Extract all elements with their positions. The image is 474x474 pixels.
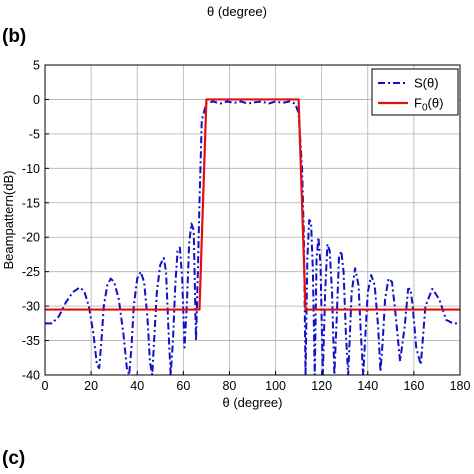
tick-layer: 0 20 40 60 80 100 120 140 160 180 5 0 -5 -10 -15 -20 -25…: [22, 59, 471, 394]
x-tick-label: 140: [357, 379, 378, 393]
y-axis-label: Beampattern(dB): [1, 171, 16, 270]
x-tick-label: 60: [176, 379, 190, 393]
y-tick-label: 5: [33, 59, 40, 73]
x-tick-label: 120: [311, 379, 332, 393]
y-tick-label: -35: [22, 334, 40, 348]
y-tick-label: -5: [29, 127, 40, 141]
x-axis-label: θ (degree): [223, 395, 283, 410]
y-tick-label: -25: [22, 265, 40, 279]
legend: S(θ) F0(θ): [371, 68, 459, 116]
y-tick-label: 0: [33, 93, 40, 107]
x-tick-label: 20: [84, 379, 98, 393]
legend-box: [371, 68, 459, 116]
x-tick-label: 80: [222, 379, 236, 393]
panel-label-b: (b): [2, 26, 27, 47]
y-tick-label: -15: [22, 196, 40, 210]
panel-label-c: (c): [2, 448, 26, 469]
top-caption: θ (degree): [207, 4, 267, 19]
series-line-s: [45, 100, 460, 375]
y-tick-label: -30: [22, 300, 40, 314]
y-tick-label: -20: [22, 231, 40, 245]
legend-label: F0(θ): [414, 96, 443, 114]
series-line-f0: [45, 98, 460, 311]
legend-label: S(θ): [414, 76, 439, 91]
x-tick-label: 180: [450, 379, 471, 393]
x-tick-label: 40: [130, 379, 144, 393]
x-tick-label: 160: [403, 379, 424, 393]
x-tick-label: 100: [265, 379, 286, 393]
y-tick-label: -10: [22, 162, 40, 176]
x-tick-label: 0: [42, 379, 49, 393]
series-layer: [45, 98, 460, 375]
plot-frame: [44, 64, 461, 376]
y-tick-label: -40: [22, 369, 40, 383]
